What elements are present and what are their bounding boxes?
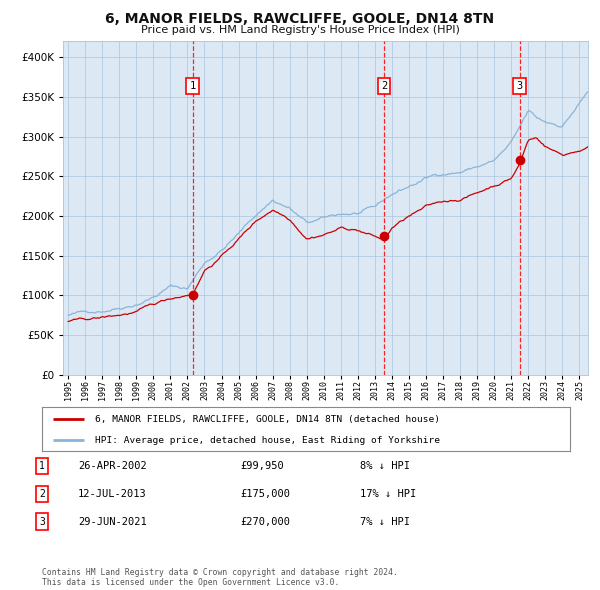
Text: HPI: Average price, detached house, East Riding of Yorkshire: HPI: Average price, detached house, East… (95, 436, 440, 445)
Text: 12-JUL-2013: 12-JUL-2013 (78, 489, 147, 499)
Text: 1: 1 (39, 461, 45, 471)
Text: 8% ↓ HPI: 8% ↓ HPI (360, 461, 410, 471)
Text: £175,000: £175,000 (240, 489, 290, 499)
Text: 1: 1 (190, 81, 196, 91)
Text: 3: 3 (39, 517, 45, 526)
Text: 2: 2 (381, 81, 387, 91)
Text: 6, MANOR FIELDS, RAWCLIFFE, GOOLE, DN14 8TN: 6, MANOR FIELDS, RAWCLIFFE, GOOLE, DN14 … (106, 12, 494, 26)
Text: 3: 3 (517, 81, 523, 91)
Text: 26-APR-2002: 26-APR-2002 (78, 461, 147, 471)
Text: 6, MANOR FIELDS, RAWCLIFFE, GOOLE, DN14 8TN (detached house): 6, MANOR FIELDS, RAWCLIFFE, GOOLE, DN14 … (95, 415, 440, 424)
Text: 17% ↓ HPI: 17% ↓ HPI (360, 489, 416, 499)
Text: 7% ↓ HPI: 7% ↓ HPI (360, 517, 410, 526)
Text: £270,000: £270,000 (240, 517, 290, 526)
Text: Contains HM Land Registry data © Crown copyright and database right 2024.
This d: Contains HM Land Registry data © Crown c… (42, 568, 398, 587)
Text: £99,950: £99,950 (240, 461, 284, 471)
Text: 2: 2 (39, 489, 45, 499)
Text: Price paid vs. HM Land Registry's House Price Index (HPI): Price paid vs. HM Land Registry's House … (140, 25, 460, 35)
Text: 29-JUN-2021: 29-JUN-2021 (78, 517, 147, 526)
